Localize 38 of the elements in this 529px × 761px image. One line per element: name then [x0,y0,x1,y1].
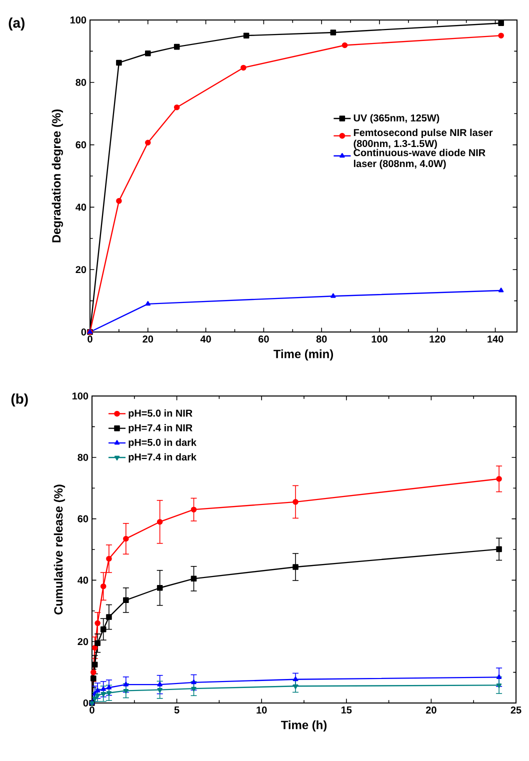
y-axis-title: Cumulative release (%) [54,484,66,614]
x-tick-label: 60 [258,336,269,343]
y-tick-label: 60 [76,141,86,148]
y-tick-label: 100 [72,392,88,400]
legend-label: pH=7.4 in NIR [128,424,192,434]
x-tick-label: 25 [510,706,522,714]
chart-title: (b) [11,394,28,407]
x-axis-title: Time (h) [281,720,327,732]
y-tick-label: 0 [81,328,86,336]
x-tick-label: 140 [488,336,504,343]
legend-label: Continuous-wave diode NIR laser (808nm, 4.0W) [354,148,486,170]
x-tick-label: 15 [341,706,352,714]
legend-label: Femtosecond pulse NIR laser (800nm, 1.3-1.5W) [354,128,493,149]
x-tick-label: 20 [426,706,436,714]
x-tick-label: 5 [174,706,180,714]
legend-label: UV (365nm, 125W) [354,114,440,124]
x-tick-label: 80 [316,336,327,343]
y-axis-title: Degradation degree (%) [52,110,64,242]
x-tick-label: 100 [372,336,388,343]
legend-label: pH=5.0 in dark [128,438,196,448]
x-tick-label: 0 [90,706,94,714]
y-tick-label: 100 [70,16,86,24]
x-tick-label: 40 [200,336,211,343]
y-tick-label: 40 [76,204,86,211]
y-tick-label: 40 [78,576,88,584]
chart-title: (a) [8,18,24,31]
legend-label: pH=5.0 in NIR [128,409,192,419]
y-tick-label: 20 [78,638,88,646]
y-tick-label: 60 [78,515,88,522]
y-tick-label: 0 [83,699,88,707]
y-tick-label: 80 [78,454,88,461]
x-axis-title: Time (min) [274,349,334,361]
y-tick-label: 80 [76,78,86,86]
y-tick-label: 20 [76,266,86,274]
x-tick-label: 20 [142,336,154,343]
legend-label: pH=7.4 in dark [128,453,196,462]
x-tick-label: 120 [430,336,446,343]
x-tick-label: 10 [256,706,267,714]
